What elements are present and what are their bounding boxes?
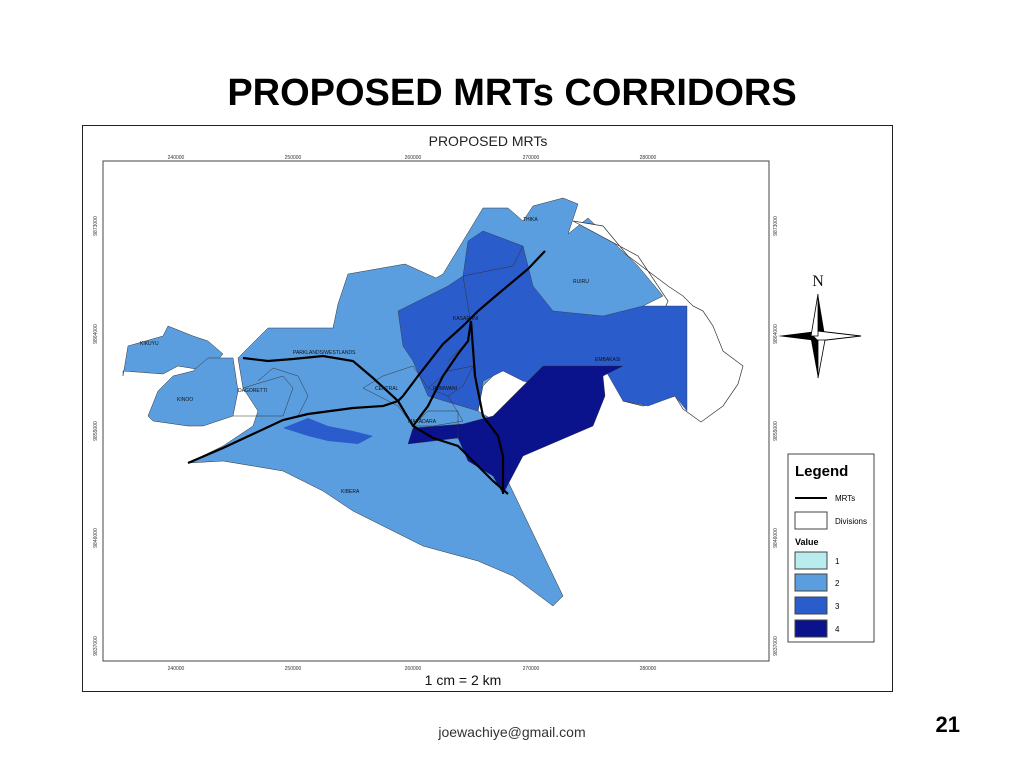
y-tick-right: 9855000 bbox=[773, 421, 779, 441]
legend-divisions-label: Divisions bbox=[835, 517, 867, 526]
y-tick-left: 9864000 bbox=[93, 324, 99, 344]
legend-value-label: 1 bbox=[835, 557, 840, 566]
division-label: PUMWANI bbox=[433, 386, 457, 392]
division-label: KASARANI bbox=[453, 316, 478, 322]
division-label: PARKLANDS/WESTLANDS bbox=[293, 350, 356, 356]
y-tick-right: 9837000 bbox=[773, 636, 779, 656]
y-tick-left: 9855000 bbox=[93, 421, 99, 441]
footer-email: joewachiye@gmail.com bbox=[438, 724, 586, 740]
x-tick-bottom: 260000 bbox=[405, 666, 422, 672]
legend-value-label: 2 bbox=[835, 579, 840, 588]
legend-title: Legend bbox=[795, 463, 848, 480]
legend-value-title: Value bbox=[795, 537, 819, 547]
division-label: MAKADARA bbox=[408, 419, 437, 425]
legend-mrts-label: MRTs bbox=[835, 494, 855, 503]
map-scale: 1 cm = 2 km bbox=[425, 672, 502, 688]
division-label: RUIRU bbox=[573, 279, 589, 285]
legend-divisions-swatch bbox=[794, 511, 828, 530]
map-regions bbox=[122, 197, 744, 607]
legend-swatch-4 bbox=[794, 619, 828, 638]
legend-value-label: 3 bbox=[835, 602, 840, 611]
page-number: 21 bbox=[935, 712, 960, 737]
map-svg: PROPOSED MRTs 240000 250000 260000 27000… bbox=[93, 133, 875, 688]
y-tick-left: 9873000 bbox=[93, 216, 99, 236]
region-kinoo bbox=[147, 357, 239, 427]
y-tick-left: 9837000 bbox=[93, 636, 99, 656]
slide-title: PROPOSED MRTs CORRIDORS bbox=[227, 72, 797, 114]
region-value-3-patch bbox=[283, 418, 373, 444]
region-kikuyu bbox=[122, 325, 224, 377]
map-neatline bbox=[102, 160, 770, 662]
x-tick-bottom: 280000 bbox=[640, 666, 657, 672]
y-tick-right: 9873000 bbox=[773, 216, 779, 236]
division-label: DAGORETTI bbox=[238, 388, 267, 394]
map-title: PROPOSED MRTs bbox=[429, 133, 548, 149]
legend-value-label: 4 bbox=[835, 625, 840, 634]
north-arrow-e-icon bbox=[812, 330, 862, 342]
map-frame: PROPOSED MRTs 240000 250000 260000 27000… bbox=[82, 125, 893, 692]
x-tick-bottom: 250000 bbox=[285, 666, 302, 672]
legend-swatch-1 bbox=[794, 551, 828, 570]
y-tick-right: 9864000 bbox=[773, 324, 779, 344]
x-tick-top: 260000 bbox=[405, 155, 422, 161]
x-tick-top: 280000 bbox=[640, 155, 657, 161]
y-tick-right: 9846000 bbox=[773, 528, 779, 548]
division-label: KINOO bbox=[177, 397, 193, 403]
mrt-lines bbox=[187, 250, 546, 495]
x-tick-bottom: 240000 bbox=[168, 666, 185, 672]
x-tick-bottom: 270000 bbox=[523, 666, 540, 672]
division-label: CENTRAL bbox=[375, 386, 399, 392]
x-tick-top: 270000 bbox=[523, 155, 540, 161]
division-label: KIBERA bbox=[341, 489, 360, 495]
division-label: EMBAKASI bbox=[595, 357, 621, 363]
legend-swatch-3 bbox=[794, 596, 828, 615]
legend: Legend MRTs Divisions Value 1 2 3 4 bbox=[787, 453, 875, 643]
x-tick-top: 240000 bbox=[168, 155, 185, 161]
north-label: N bbox=[812, 273, 824, 290]
division-label: KIKUYU bbox=[140, 341, 159, 347]
division-label: THIKA bbox=[523, 217, 538, 223]
legend-swatch-2 bbox=[794, 573, 828, 592]
north-arrow: N bbox=[778, 273, 862, 379]
x-tick-top: 250000 bbox=[285, 155, 302, 161]
y-tick-left: 9846000 bbox=[93, 528, 99, 548]
